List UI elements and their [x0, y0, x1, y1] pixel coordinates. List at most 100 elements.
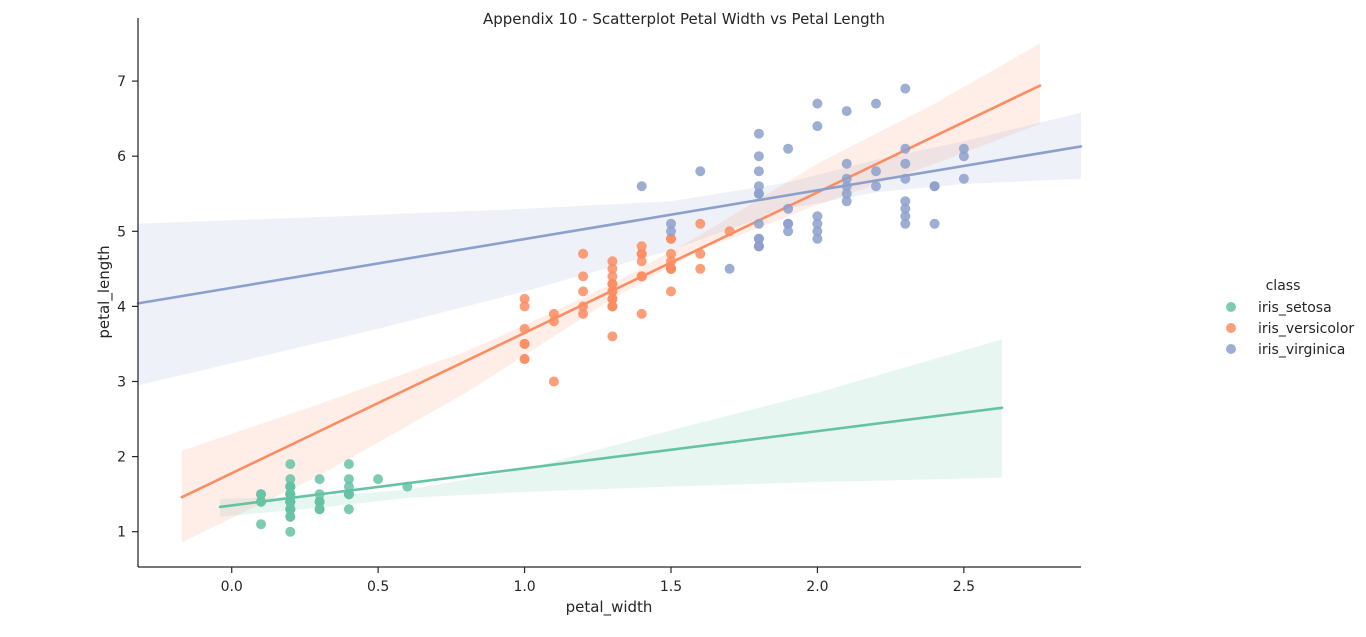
point-iris_virginica-7 [753, 128, 764, 139]
point-iris_versicolor-26 [636, 241, 647, 252]
legend-label-iris_virginica: iris_virginica [1258, 342, 1345, 358]
y-axis-ticks: 1 2 3 4 5 6 7 [117, 74, 138, 541]
point-iris_setosa-23 [373, 474, 384, 485]
point-iris_virginica-27 [753, 233, 764, 244]
point-iris_virginica-12 [841, 188, 852, 199]
point-iris_virginica-49 [753, 218, 764, 229]
point-iris_setosa-18 [314, 474, 325, 485]
point-iris_setosa-35 [285, 511, 296, 522]
point-iris_virginica-48 [900, 196, 911, 207]
point-iris_virginica-45 [900, 211, 911, 222]
point-iris_virginica-11 [783, 203, 794, 214]
point-iris_virginica-19 [666, 226, 676, 237]
x-tick-label: 0.5 [367, 579, 389, 595]
y-tick-label: 7 [117, 74, 126, 90]
point-iris_versicolor-13 [636, 248, 647, 259]
point-iris_virginica-28 [841, 181, 852, 192]
point-iris_versicolor-8 [607, 256, 618, 267]
x-tick-label: 0.0 [221, 579, 243, 595]
point-iris_versicolor-5 [607, 263, 618, 274]
point-iris_setosa-19 [314, 489, 325, 500]
point-iris_setosa-45 [314, 496, 325, 507]
point-iris_setosa-41 [314, 504, 325, 515]
y-axis-title: petal_length [95, 245, 114, 338]
point-iris_versicolor-6 [695, 248, 706, 259]
point-iris_virginica-5 [841, 106, 852, 117]
ci-band-iris_setosa [220, 339, 1002, 517]
point-iris_versicolor-37 [607, 271, 618, 282]
point-iris_setosa-43 [402, 481, 413, 492]
point-iris_versicolor-47 [607, 278, 618, 289]
point-iris_versicolor-45 [578, 286, 589, 297]
point-iris_setosa-24 [285, 459, 296, 470]
y-tick-label: 4 [117, 299, 126, 315]
point-iris_virginica-9 [958, 143, 969, 154]
point-iris_virginica-35 [900, 143, 911, 154]
point-iris_virginica-24 [841, 173, 852, 184]
point-iris_versicolor-32 [578, 308, 589, 319]
point-iris_setosa-22 [285, 526, 296, 537]
point-iris_virginica-17 [871, 98, 881, 109]
point-iris_versicolor-40 [578, 271, 589, 282]
y-tick-label: 6 [117, 149, 126, 165]
point-iris_virginica-0 [958, 151, 969, 162]
legend-label-iris_versicolor: iris_versicolor [1258, 321, 1354, 337]
point-iris_setosa-46 [285, 481, 296, 492]
point-iris_virginica-40 [929, 181, 940, 192]
x-tick-label: 1.5 [660, 579, 682, 595]
legend-marker-iris_virginica [1226, 344, 1236, 354]
point-iris_versicolor-23 [578, 248, 589, 259]
point-iris_virginica-39 [841, 196, 852, 207]
point-iris_setosa-42 [285, 504, 296, 515]
point-iris_versicolor-17 [519, 293, 530, 304]
point-iris_setosa-26 [343, 481, 354, 492]
point-iris_versicolor-35 [695, 263, 706, 274]
y-tick-label: 5 [117, 224, 126, 240]
point-iris_versicolor-12 [519, 301, 530, 312]
y-tick-label: 3 [117, 374, 126, 390]
x-tick-label: 1.0 [513, 579, 535, 595]
data-points [256, 83, 969, 537]
x-axis-ticks: 0.0 0.5 1.0 1.5 2.0 2.5 [221, 567, 975, 595]
point-iris_versicolor-30 [548, 316, 559, 327]
point-iris_virginica-38 [753, 241, 764, 252]
point-iris_versicolor-46 [607, 286, 618, 297]
fit-line-iris_virginica [136, 145, 1083, 305]
point-iris_virginica-34 [636, 181, 647, 192]
ci-band-iris_virginica [138, 112, 1081, 386]
point-iris_setosa-48 [285, 489, 296, 500]
point-iris_virginica-4 [871, 166, 881, 177]
y-tick-label: 1 [117, 525, 126, 541]
point-iris_setosa-20 [285, 474, 296, 485]
point-iris_virginica-42 [783, 218, 794, 229]
point-iris_setosa-13 [256, 519, 266, 530]
point-iris_versicolor-48 [548, 376, 559, 387]
point-iris_virginica-33 [666, 218, 676, 229]
point-iris_versicolor-19 [548, 308, 559, 319]
point-iris_virginica-14 [929, 218, 940, 229]
point-iris_setosa-16 [343, 504, 354, 515]
point-iris_setosa-49 [285, 496, 296, 507]
point-iris_versicolor-34 [666, 263, 676, 274]
point-iris_virginica-20 [900, 173, 911, 184]
point-iris_virginica-13 [812, 226, 823, 237]
point-iris_versicolor-49 [607, 293, 618, 304]
point-iris_virginica-21 [812, 233, 823, 244]
point-iris_virginica-30 [783, 143, 794, 154]
point-iris_virginica-37 [753, 188, 764, 199]
point-iris_versicolor-9 [636, 308, 647, 319]
x-axis-title: petal_width [566, 598, 653, 617]
point-iris_setosa-31 [343, 489, 354, 500]
legend-label-iris_setosa: iris_setosa [1258, 300, 1332, 316]
point-iris_virginica-10 [812, 218, 823, 229]
point-iris_versicolor-41 [636, 256, 647, 267]
point-iris_virginica-22 [812, 98, 823, 109]
point-iris_setosa-5 [343, 474, 354, 485]
legend: class iris_setosa iris_versicolor iris_vir… [1226, 278, 1354, 358]
point-iris_versicolor-42 [578, 301, 589, 312]
point-iris_versicolor-29 [519, 338, 530, 349]
point-iris_virginica-18 [900, 83, 911, 94]
point-iris_virginica-32 [871, 181, 881, 192]
point-iris_setosa-37 [256, 496, 266, 507]
